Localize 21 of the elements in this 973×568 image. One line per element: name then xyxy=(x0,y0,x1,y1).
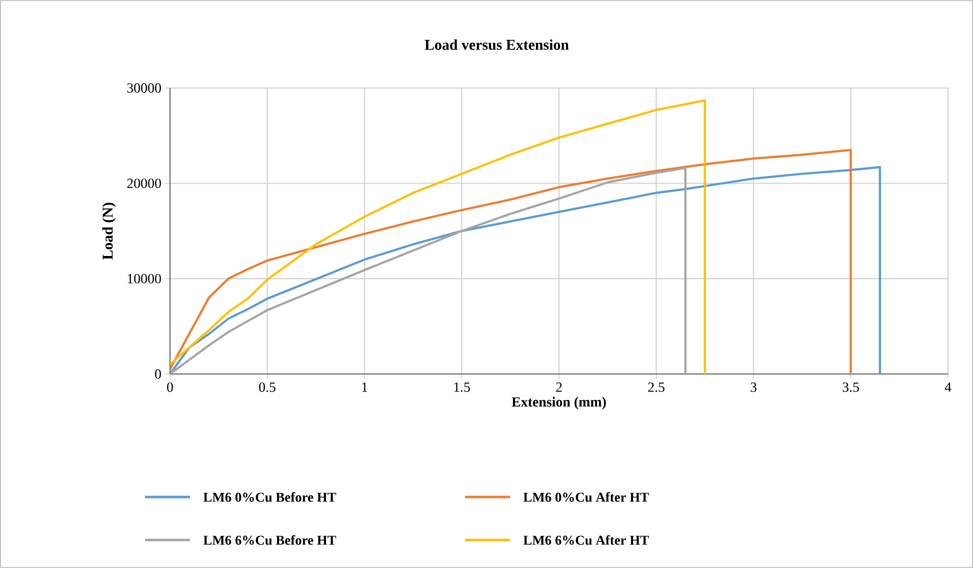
legend-label: LM6 6%Cu Before HT xyxy=(203,535,336,545)
y-tick-label: 0 xyxy=(155,369,161,379)
chart-title: Load versus Extension xyxy=(424,39,569,50)
x-tick-label: 2.5 xyxy=(648,382,664,392)
x-tick-label: 3 xyxy=(750,382,756,392)
x-tick-label: 1 xyxy=(362,382,368,392)
x-tick-label: 3.5 xyxy=(842,382,859,392)
x-tick-label: 4 xyxy=(944,382,952,392)
y-axis-title: Load (N) xyxy=(102,202,116,260)
legend-label: LM6 0%Cu Before HT xyxy=(203,492,336,502)
line-series xyxy=(170,166,687,374)
x-tick-label: 2 xyxy=(556,382,562,392)
legend-label: LM6 0%Cu After HT xyxy=(523,492,649,502)
x-tick-label: 1.5 xyxy=(454,382,470,392)
y-tick-label: 30000 xyxy=(127,83,161,93)
y-tick-label: 10000 xyxy=(128,274,161,284)
x-axis-title: Extension (mm) xyxy=(512,396,606,410)
legend-label: LM6 6%Cu After HT xyxy=(523,535,649,545)
y-tick-label: 20000 xyxy=(127,178,161,188)
x-tick-label: 0 xyxy=(167,382,173,392)
x-tick-label: 0.5 xyxy=(259,382,276,392)
